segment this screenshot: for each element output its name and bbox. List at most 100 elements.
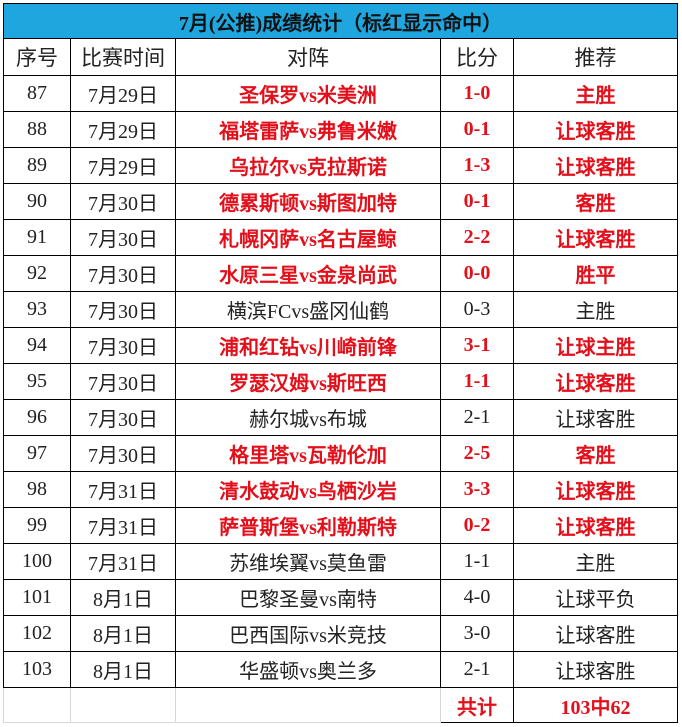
match-date: 7月30日 [70, 327, 176, 364]
total-value: 103中62 [513, 687, 678, 723]
match-score: 2-1 [440, 399, 514, 436]
row-number: 94 [3, 327, 71, 364]
match-date: 7月29日 [70, 75, 176, 112]
recommendation: 主胜 [513, 291, 678, 328]
header-pick: 推荐 [513, 38, 678, 76]
table-row: 95 7月30日 罗瑟汉姆vs斯旺西 1-1 让球客胜 [3, 363, 678, 400]
row-number: 97 [3, 435, 71, 472]
row-number: 87 [3, 75, 71, 112]
match-date: 8月1日 [70, 615, 176, 652]
match-teams: 巴西国际vs米竞技 [175, 615, 441, 652]
match-teams: 圣保罗vs米美洲 [175, 75, 441, 112]
header-score: 比分 [440, 38, 514, 76]
empty-cell [70, 687, 176, 723]
total-label: 共计 [440, 687, 514, 723]
row-number: 91 [3, 219, 71, 256]
table-row: 89 7月29日 乌拉尔vs克拉斯诺 1-3 让球客胜 [3, 147, 678, 184]
table-row: 101 8月1日 巴黎圣曼vs南特 4-0 让球平负 [3, 579, 678, 616]
row-number: 92 [3, 255, 71, 292]
recommendation: 主胜 [513, 543, 678, 580]
match-date: 7月29日 [70, 111, 176, 148]
table-title: 7月(公推)成绩统计（标红显示命中） [3, 3, 678, 39]
recommendation: 让球客胜 [513, 471, 678, 508]
match-score: 1-1 [440, 363, 514, 400]
match-teams: 赫尔城vs布城 [175, 399, 441, 436]
header-match: 对阵 [175, 38, 441, 76]
recommendation: 客胜 [513, 183, 678, 220]
empty-cell [175, 687, 441, 723]
match-date: 7月30日 [70, 219, 176, 256]
table-row: 92 7月30日 水原三星vs金泉尚武 0-0 胜平 [3, 255, 678, 292]
recommendation: 让球客胜 [513, 651, 678, 688]
recommendation: 让球平负 [513, 579, 678, 616]
match-date: 7月30日 [70, 399, 176, 436]
row-number: 95 [3, 363, 71, 400]
header-date: 比赛时间 [70, 38, 176, 76]
recommendation: 让球主胜 [513, 327, 678, 364]
match-score: 0-3 [440, 291, 514, 328]
recommendation: 让球客胜 [513, 507, 678, 544]
total-row: 共计 103中62 [3, 687, 678, 723]
recommendation: 让球客胜 [513, 147, 678, 184]
match-date: 8月1日 [70, 651, 176, 688]
header-row: 序号 比赛时间 对阵 比分 推荐 [3, 38, 678, 76]
recommendation: 让球客胜 [513, 399, 678, 436]
header-no: 序号 [3, 38, 71, 76]
table-row: 100 7月31日 苏维埃翼vs莫鱼雷 1-1 主胜 [3, 543, 678, 580]
table-row: 99 7月31日 萨普斯堡vs利勒斯特 0-2 让球客胜 [3, 507, 678, 544]
match-score: 3-3 [440, 471, 514, 508]
match-teams: 萨普斯堡vs利勒斯特 [175, 507, 441, 544]
recommendation: 让球客胜 [513, 111, 678, 148]
match-date: 7月30日 [70, 183, 176, 220]
table-row: 88 7月29日 福塔雷萨vs弗鲁米嫩 0-1 让球客胜 [3, 111, 678, 148]
match-date: 7月30日 [70, 255, 176, 292]
recommendation: 让球客胜 [513, 219, 678, 256]
match-teams: 罗瑟汉姆vs斯旺西 [175, 363, 441, 400]
match-teams: 福塔雷萨vs弗鲁米嫩 [175, 111, 441, 148]
recommendation: 主胜 [513, 75, 678, 112]
title-row: 7月(公推)成绩统计（标红显示命中） [3, 3, 678, 39]
match-teams: 苏维埃翼vs莫鱼雷 [175, 543, 441, 580]
match-score: 0-0 [440, 255, 514, 292]
match-date: 7月31日 [70, 543, 176, 580]
table-row: 94 7月30日 浦和红钻vs川崎前锋 3-1 让球主胜 [3, 327, 678, 364]
row-number: 93 [3, 291, 71, 328]
match-score: 1-0 [440, 75, 514, 112]
match-score: 0-1 [440, 183, 514, 220]
match-teams: 横滨FCvs盛冈仙鹤 [175, 291, 441, 328]
match-teams: 格里塔vs瓦勒伦加 [175, 435, 441, 472]
match-teams: 巴黎圣曼vs南特 [175, 579, 441, 616]
match-score: 1-3 [440, 147, 514, 184]
row-number: 98 [3, 471, 71, 508]
match-teams: 札幌冈萨vs名古屋鲸 [175, 219, 441, 256]
match-teams: 乌拉尔vs克拉斯诺 [175, 147, 441, 184]
row-number: 89 [3, 147, 71, 184]
row-number: 90 [3, 183, 71, 220]
row-number: 96 [3, 399, 71, 436]
match-score: 1-1 [440, 543, 514, 580]
table-row: 93 7月30日 横滨FCvs盛冈仙鹤 0-3 主胜 [3, 291, 678, 328]
match-date: 7月31日 [70, 471, 176, 508]
row-number: 102 [3, 615, 71, 652]
match-date: 7月30日 [70, 291, 176, 328]
table-row: 98 7月31日 清水鼓动vs鸟栖沙岩 3-3 让球客胜 [3, 471, 678, 508]
table-row: 91 7月30日 札幌冈萨vs名古屋鲸 2-2 让球客胜 [3, 219, 678, 256]
match-score: 3-0 [440, 615, 514, 652]
table-row: 102 8月1日 巴西国际vs米竞技 3-0 让球客胜 [3, 615, 678, 652]
match-date: 7月31日 [70, 507, 176, 544]
match-teams: 浦和红钻vs川崎前锋 [175, 327, 441, 364]
recommendation: 让球客胜 [513, 615, 678, 652]
empty-cell [3, 687, 71, 723]
table-row: 96 7月30日 赫尔城vs布城 2-1 让球客胜 [3, 399, 678, 436]
match-score: 0-2 [440, 507, 514, 544]
results-table: 7月(公推)成绩统计（标红显示命中） 序号 比赛时间 对阵 比分 推荐 87 7月… [3, 3, 678, 723]
match-score: 3-1 [440, 327, 514, 364]
match-date: 7月29日 [70, 147, 176, 184]
match-score: 2-2 [440, 219, 514, 256]
match-date: 8月1日 [70, 579, 176, 616]
row-number: 103 [3, 651, 71, 688]
match-score: 0-1 [440, 111, 514, 148]
match-teams: 德累斯顿vs斯图加特 [175, 183, 441, 220]
row-number: 99 [3, 507, 71, 544]
match-score: 4-0 [440, 579, 514, 616]
